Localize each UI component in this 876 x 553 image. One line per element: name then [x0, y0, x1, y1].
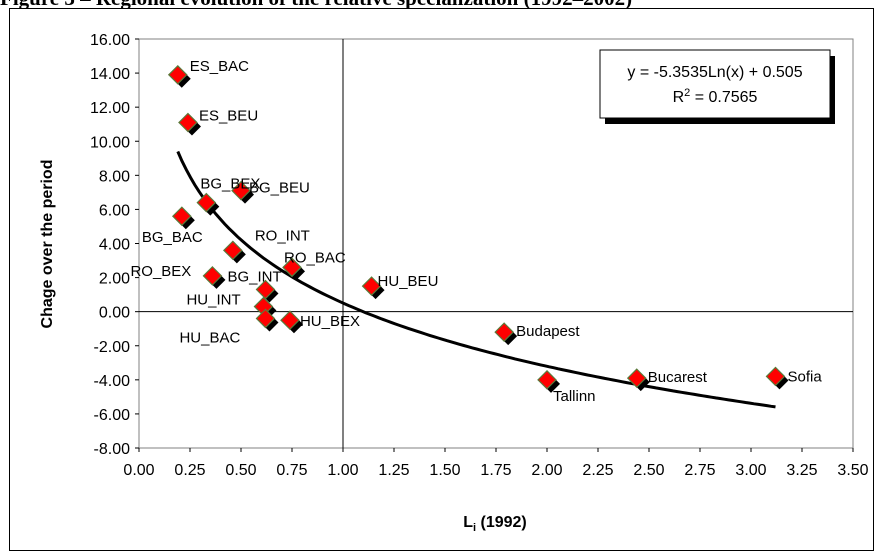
y-tick-label: 4.00 [99, 237, 130, 254]
y-tick-label: 0.00 [99, 305, 130, 322]
point-label: ES_BAC [190, 58, 249, 75]
equation-box: y = -5.3535Ln(x) + 0.505 R2 = 0.7565 [599, 49, 835, 124]
x-tick-label: 3.25 [786, 462, 817, 479]
point-label: HU_BAC [179, 329, 240, 346]
r2-sup: 2 [684, 87, 690, 99]
point-label: Budapest [516, 323, 580, 340]
x-tick-label: 0.00 [123, 462, 154, 479]
data-point [222, 240, 246, 264]
data-point [196, 192, 220, 216]
x-tick-label: 2.75 [684, 462, 715, 479]
point-label: RO_INT [255, 227, 310, 244]
y-tick-label: 10.00 [90, 134, 130, 151]
x-tick-label: 0.75 [276, 462, 307, 479]
point-label: Tallinn [553, 388, 596, 405]
point-label: HU_BEU [378, 273, 439, 290]
data-point [167, 64, 191, 88]
y-tick-label: 12.00 [90, 100, 130, 117]
y-tick-label: 6.00 [99, 202, 130, 219]
data-point [626, 368, 650, 392]
x-axis-title-sub: i [473, 522, 476, 534]
r2-prefix: R [673, 89, 685, 106]
marker [626, 368, 647, 388]
data-point [494, 322, 518, 346]
r2-suffix: = 0.7565 [690, 89, 757, 106]
y-tick-label: -4.00 [94, 373, 131, 390]
x-tick-label: 2.50 [633, 462, 664, 479]
y-tick-label: -8.00 [94, 441, 131, 458]
x-tick-label: 1.25 [378, 462, 409, 479]
x-tick-label: 2.00 [531, 462, 562, 479]
y-tick-label: 8.00 [99, 168, 130, 185]
data-point [537, 369, 560, 393]
x-tick-label: 1.75 [480, 462, 511, 479]
marker [255, 279, 276, 300]
x-tick-label: 1.50 [429, 462, 460, 479]
data-point [171, 206, 195, 230]
marker [171, 206, 192, 227]
point-label: BG_BEU [249, 180, 310, 197]
x-axis-title: Li (1992) [463, 514, 527, 534]
marker [765, 366, 786, 387]
data-point [280, 310, 303, 334]
y-tick-label: -6.00 [94, 407, 131, 424]
x-axis-title-main: L [463, 514, 473, 531]
point-label: BG_INT [227, 269, 281, 286]
trendline-r2: R2 = 0.7565 [673, 87, 758, 106]
point-label: Sofia [787, 368, 822, 385]
x-tick-label: 1.00 [327, 462, 358, 479]
x-tick-label: 3.50 [837, 462, 868, 479]
x-tick-label: 0.50 [225, 462, 256, 479]
marker [280, 310, 300, 331]
x-tick-label: 2.25 [582, 462, 613, 479]
data-point [765, 366, 789, 390]
marker [494, 322, 515, 342]
marker [178, 112, 198, 133]
x-axis-title-suffix: (1992) [476, 514, 527, 531]
data-point [361, 276, 385, 300]
trendline [176, 150, 776, 409]
marker [167, 64, 188, 85]
point-label: RO_BEX [130, 263, 191, 280]
y-tick-label: 2.00 [99, 271, 130, 288]
point-label: HU_BEX [300, 313, 360, 330]
point-label: HU_INT [186, 292, 240, 309]
point-label: ES_BEU [199, 108, 258, 125]
y-tick-label: 14.00 [90, 66, 130, 83]
x-tick-label: 0.25 [174, 462, 205, 479]
marker [282, 257, 302, 278]
marker [196, 192, 217, 213]
x-tick-label: 3.00 [735, 462, 766, 479]
equation-box-frame [599, 49, 831, 119]
point-label: BG_BEX [200, 176, 260, 193]
y-axis-title: Chage over the period [39, 160, 56, 329]
marker [361, 276, 382, 296]
data-point [231, 180, 254, 204]
y-tick-label: -2.00 [94, 339, 131, 356]
point-label: RO_BAC [284, 249, 346, 266]
data-point [178, 112, 201, 136]
y-tick-label: 16.00 [90, 32, 130, 49]
figure-caption: Figure 3 – Regional evolution of the rel… [0, 0, 876, 8]
marker [222, 240, 243, 261]
point-label: BG_BAC [142, 229, 203, 246]
data-point [255, 308, 279, 332]
trendline-equation: y = -5.3535Ln(x) + 0.505 [627, 64, 802, 81]
data-point [202, 266, 226, 289]
marker [537, 369, 557, 390]
point-label: Bucarest [648, 369, 708, 386]
data-point [255, 279, 279, 303]
marker [231, 180, 251, 201]
marker [202, 266, 223, 286]
marker [255, 308, 276, 329]
data-point [282, 257, 305, 281]
